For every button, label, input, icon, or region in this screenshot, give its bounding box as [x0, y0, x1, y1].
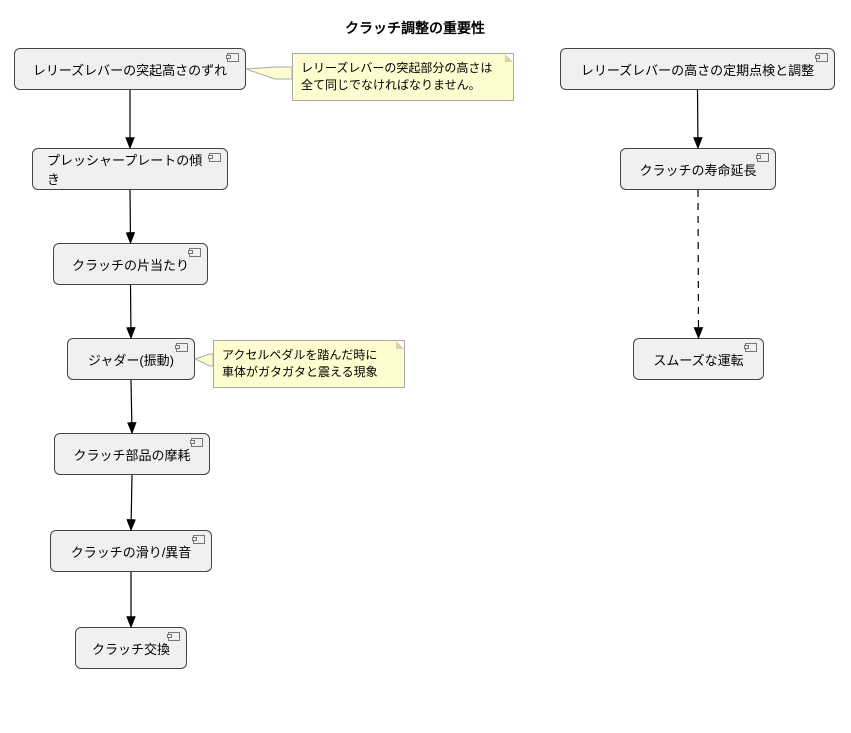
node-wear: クラッチ部品の摩耗 [54, 433, 210, 475]
note-fold-icon [396, 341, 404, 349]
note-release-lever: レリーズレバーの突起部分の高さは 全て同じでなければなりません。 [292, 53, 514, 101]
note-fold-icon [505, 54, 513, 62]
node-label: ジャダー(振動) [88, 350, 174, 369]
node-tab-icon [745, 343, 757, 352]
node-tab-icon [189, 248, 201, 257]
node-tab-icon [168, 632, 180, 641]
note-line: 車体がガタガタと震える現象 [222, 364, 396, 381]
node-slip-noise: クラッチの滑り/異音 [50, 530, 212, 572]
node-release-lever-offset: レリーズレバーの突起高さのずれ [14, 48, 246, 90]
node-label: レリーズレバーの突起高さのずれ [33, 60, 227, 79]
node-label: プレッシャープレートの傾き [47, 150, 213, 188]
node-label: クラッチの滑り/異音 [71, 542, 192, 561]
node-tab-icon [757, 153, 769, 162]
node-tab-icon [191, 438, 203, 447]
node-label: クラッチの寿命延長 [639, 160, 756, 179]
node-tab-icon [209, 153, 221, 162]
diagram-title: クラッチ調整の重要性 [345, 18, 485, 38]
node-label: クラッチ交換 [92, 639, 170, 658]
node-smooth-driving: スムーズな運転 [633, 338, 764, 380]
node-replace: クラッチ交換 [75, 627, 187, 669]
node-judder: ジャダー(振動) [67, 338, 195, 380]
node-tab-icon [227, 53, 239, 62]
note-line: 全て同じでなければなりません。 [301, 77, 505, 94]
note-judder-explain: アクセルペダルを踏んだ時に 車体がガタガタと震える現象 [213, 340, 405, 388]
node-label: レリーズレバーの高さの定期点検と調整 [581, 60, 814, 79]
node-partial-contact: クラッチの片当たり [53, 243, 208, 285]
node-pressure-plate-tilt: プレッシャープレートの傾き [32, 148, 228, 190]
note-line: アクセルペダルを踏んだ時に [222, 347, 396, 364]
node-extended-life: クラッチの寿命延長 [620, 148, 776, 190]
note-line: レリーズレバーの突起部分の高さは [301, 60, 505, 77]
node-label: スムーズな運転 [653, 350, 743, 369]
node-tab-icon [193, 535, 205, 544]
node-label: クラッチの片当たり [72, 255, 189, 274]
node-label: クラッチ部品の摩耗 [73, 445, 190, 464]
node-tab-icon [816, 53, 828, 62]
node-periodic-inspection: レリーズレバーの高さの定期点検と調整 [560, 48, 835, 90]
node-tab-icon [176, 343, 188, 352]
